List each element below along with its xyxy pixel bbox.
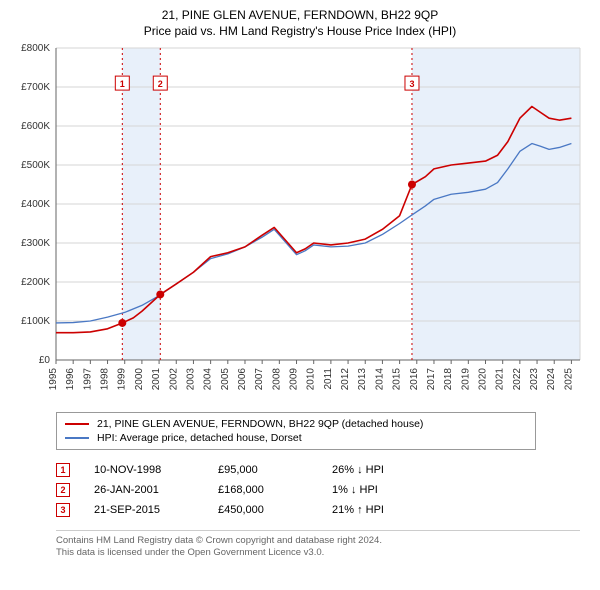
footer-line-2: This data is licensed under the Open Gov… [56, 547, 580, 559]
svg-text:£300K: £300K [21, 238, 50, 249]
svg-text:2015: 2015 [392, 368, 403, 391]
legend: 21, PINE GLEN AVENUE, FERNDOWN, BH22 9QP… [56, 412, 536, 450]
svg-text:2019: 2019 [460, 368, 471, 391]
legend-label: 21, PINE GLEN AVENUE, FERNDOWN, BH22 9QP… [97, 418, 423, 430]
svg-text:£200K: £200K [21, 277, 50, 288]
transaction-pct: 21% ↑ HPI [332, 504, 422, 516]
svg-text:2006: 2006 [237, 368, 248, 391]
svg-text:2004: 2004 [203, 368, 214, 391]
svg-text:2: 2 [158, 79, 163, 89]
footer-attribution: Contains HM Land Registry data © Crown c… [56, 530, 580, 560]
svg-text:2020: 2020 [478, 368, 489, 391]
svg-text:£800K: £800K [21, 44, 50, 54]
legend-row: HPI: Average price, detached house, Dors… [65, 431, 527, 445]
svg-text:2014: 2014 [374, 368, 385, 391]
page-subtitle: Price paid vs. HM Land Registry's House … [12, 24, 588, 38]
svg-text:2024: 2024 [546, 368, 557, 391]
svg-text:2002: 2002 [168, 368, 179, 391]
transaction-row: 3 21-SEP-2015 £450,000 21% ↑ HPI [56, 500, 580, 520]
svg-text:2012: 2012 [340, 368, 351, 391]
svg-text:2023: 2023 [529, 368, 540, 391]
svg-text:2022: 2022 [512, 368, 523, 391]
transaction-marker: 1 [56, 463, 70, 477]
transaction-pct: 1% ↓ HPI [332, 484, 422, 496]
transaction-date: 26-JAN-2001 [94, 484, 194, 496]
svg-text:£500K: £500K [21, 160, 50, 171]
transaction-pct: 26% ↓ HPI [332, 464, 422, 476]
svg-text:2011: 2011 [323, 368, 334, 390]
transaction-price: £95,000 [218, 464, 308, 476]
svg-text:2025: 2025 [563, 368, 574, 391]
svg-text:£400K: £400K [21, 199, 50, 210]
legend-swatch [65, 423, 89, 425]
svg-text:2013: 2013 [357, 368, 368, 391]
footer-line-1: Contains HM Land Registry data © Crown c… [56, 535, 580, 547]
price-chart: £0 £100K £200K £300K £400K £500K £600K £700K £80… [12, 44, 588, 404]
transaction-marker: 2 [56, 483, 70, 497]
svg-text:2021: 2021 [495, 368, 506, 391]
legend-row: 21, PINE GLEN AVENUE, FERNDOWN, BH22 9QP… [65, 417, 527, 431]
transaction-marker: 3 [56, 503, 70, 517]
svg-text:£0: £0 [39, 355, 51, 366]
svg-text:1997: 1997 [82, 368, 93, 391]
svg-text:2009: 2009 [289, 368, 300, 391]
svg-text:1995: 1995 [48, 368, 59, 391]
transaction-row: 2 26-JAN-2001 £168,000 1% ↓ HPI [56, 480, 580, 500]
svg-text:£700K: £700K [21, 82, 50, 93]
transaction-date: 10-NOV-1998 [94, 464, 194, 476]
transaction-price: £168,000 [218, 484, 308, 496]
svg-text:2010: 2010 [306, 368, 317, 391]
svg-text:1: 1 [120, 79, 125, 89]
svg-text:2017: 2017 [426, 368, 437, 391]
svg-text:2016: 2016 [409, 368, 420, 391]
svg-text:2007: 2007 [254, 368, 265, 391]
svg-text:1996: 1996 [65, 368, 76, 391]
svg-text:2000: 2000 [134, 368, 145, 391]
svg-text:2003: 2003 [185, 368, 196, 391]
svg-text:£100K: £100K [21, 316, 50, 327]
svg-text:2008: 2008 [271, 368, 282, 391]
transaction-row: 1 10-NOV-1998 £95,000 26% ↓ HPI [56, 460, 580, 480]
transactions-table: 1 10-NOV-1998 £95,000 26% ↓ HPI 2 26-JAN-2001… [56, 460, 580, 520]
transaction-date: 21-SEP-2015 [94, 504, 194, 516]
svg-text:1999: 1999 [117, 368, 128, 391]
legend-swatch [65, 437, 89, 439]
svg-text:£600K: £600K [21, 121, 50, 132]
svg-text:1998: 1998 [100, 368, 111, 391]
transaction-price: £450,000 [218, 504, 308, 516]
svg-text:2018: 2018 [443, 368, 454, 391]
svg-text:2001: 2001 [151, 368, 162, 391]
svg-text:2005: 2005 [220, 368, 231, 391]
svg-text:3: 3 [409, 79, 414, 89]
page-title: 21, PINE GLEN AVENUE, FERNDOWN, BH22 9QP [12, 8, 588, 22]
legend-label: HPI: Average price, detached house, Dors… [97, 432, 302, 444]
